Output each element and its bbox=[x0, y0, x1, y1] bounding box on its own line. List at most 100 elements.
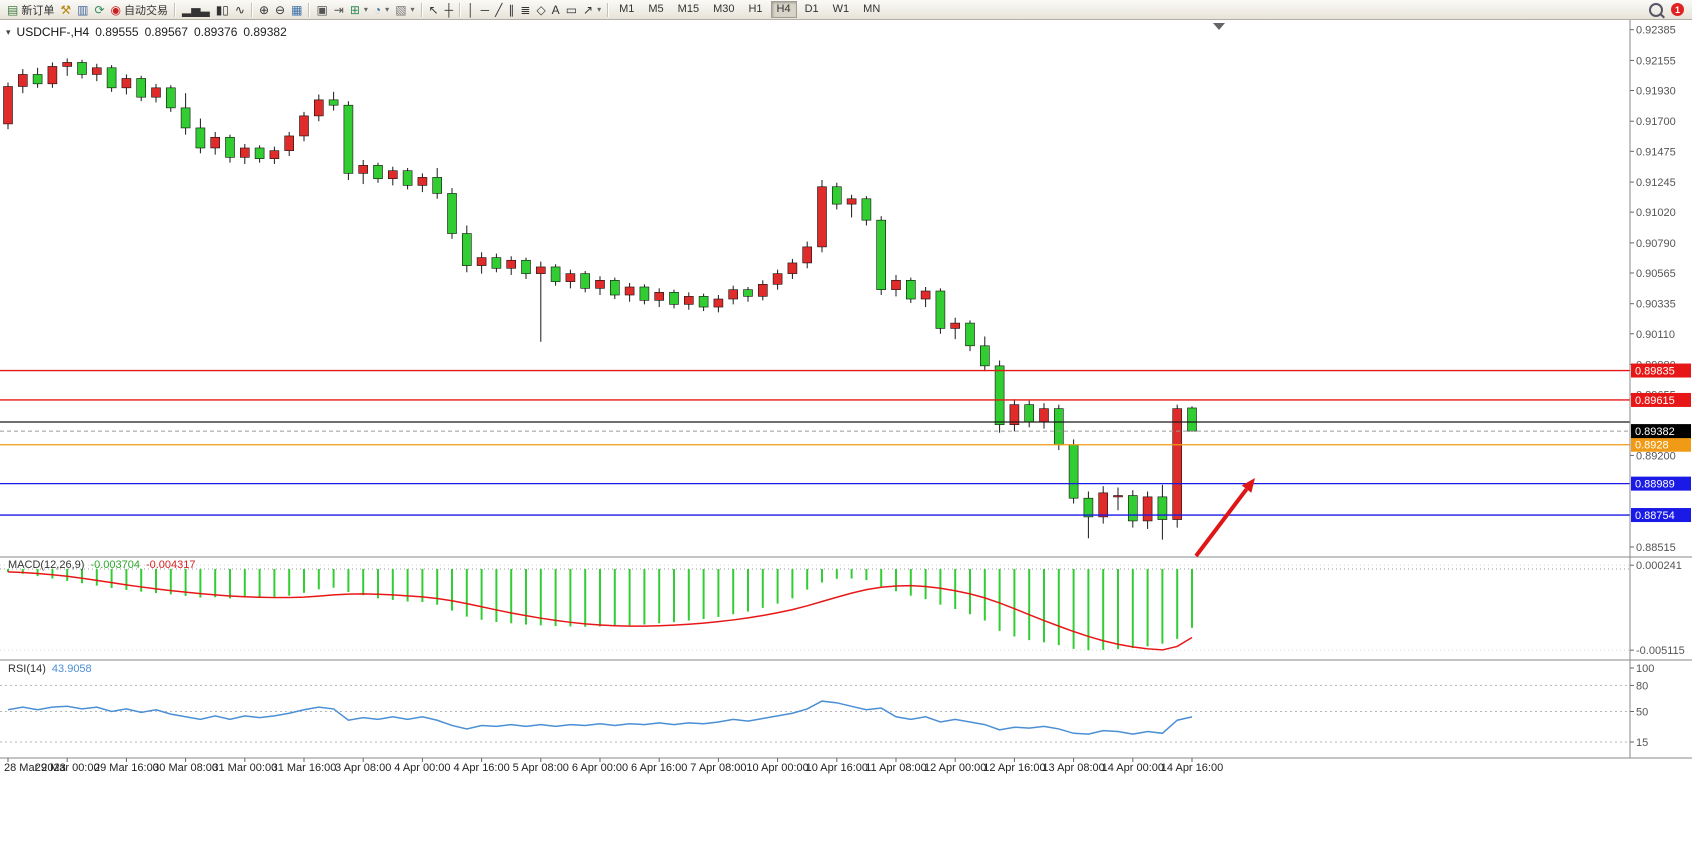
time-axis-label: 30 Mar 08:00 bbox=[153, 762, 218, 774]
new-order-label: 新订单 bbox=[21, 4, 55, 17]
rsi-line bbox=[7, 700, 1193, 735]
dropdown-arrow-icon: ▾ bbox=[385, 5, 390, 14]
timeframe-mn[interactable]: MN bbox=[863, 3, 881, 15]
timeframe-group: M1 M5 M15 M30 H1 H4 D1 W1 MN bbox=[612, 0, 887, 19]
candle-body bbox=[195, 127, 206, 149]
new-order-button[interactable]: ▤ 新订单 bbox=[4, 1, 57, 18]
price-tag: 0.8928 bbox=[1635, 440, 1669, 452]
crosshair-button[interactable]: ┼ bbox=[442, 1, 457, 18]
toolbar-right: 1 bbox=[1649, 2, 1684, 17]
time-axis-label: 7 Apr 08:00 bbox=[690, 762, 746, 774]
candlestick-mode-button[interactable]: ▮▯ bbox=[213, 1, 232, 18]
candle-body bbox=[432, 177, 443, 194]
price-axis[interactable]: 0.92385 0.92155 0.91930 0.91700 0.91475 0.912… bbox=[1630, 25, 1676, 554]
toolbar-separator bbox=[420, 2, 423, 17]
equidistant-channel-button[interactable]: ∥ bbox=[505, 1, 517, 18]
timeframe-h4[interactable]: H4 bbox=[770, 1, 797, 18]
price-axis-label: 0.89200 bbox=[1636, 450, 1676, 462]
rsi-axis-label: 15 bbox=[1636, 737, 1648, 749]
candle-body bbox=[1128, 495, 1138, 522]
zoom-out-button[interactable]: ⊖ bbox=[272, 1, 288, 18]
timeframe-h1[interactable]: H1 bbox=[748, 3, 763, 15]
text-label-button[interactable]: ▭ bbox=[563, 1, 580, 18]
horizontal-line-button[interactable]: ─ bbox=[478, 1, 493, 18]
templates-button[interactable]: ▧ ▾ bbox=[392, 1, 417, 18]
candle-body bbox=[1024, 404, 1034, 423]
fibonacci-button[interactable]: ≣ bbox=[517, 1, 533, 18]
time-axis-label: 6 Apr 16:00 bbox=[631, 762, 687, 774]
close-value: 0.89382 bbox=[243, 25, 287, 39]
price-axis-label: 0.91245 bbox=[1636, 177, 1676, 189]
timeframe-m30[interactable]: M30 bbox=[713, 3, 735, 15]
timeframe-m1[interactable]: M1 bbox=[619, 3, 635, 15]
refresh-button[interactable]: ⟳ bbox=[91, 1, 107, 18]
price-axis-label: 0.88515 bbox=[1636, 542, 1676, 554]
cursor-button[interactable]: ↖ bbox=[426, 1, 442, 18]
vertical-line-icon: │ bbox=[467, 2, 475, 17]
candle-body bbox=[757, 284, 768, 297]
rsi-value: 43.9058 bbox=[51, 663, 92, 675]
timeframe-m5[interactable]: M5 bbox=[648, 3, 664, 15]
auto-trading-button[interactable]: ◉ 自动交易 bbox=[108, 1, 171, 18]
trend-arrow-annotation[interactable] bbox=[1194, 487, 1249, 558]
tile-windows-icon: ▦ bbox=[291, 2, 303, 17]
bar-chart-mode-button[interactable]: ▂▅▃ bbox=[179, 1, 213, 18]
hammer-tool-button[interactable]: ⚒ bbox=[57, 1, 74, 18]
current-price-tag-box bbox=[1631, 424, 1691, 439]
candle-body bbox=[328, 99, 339, 106]
auto-arrange-button[interactable]: ▣ bbox=[313, 1, 330, 18]
equidistant-channel-icon: ∥ bbox=[508, 2, 515, 17]
price-tag-box bbox=[1631, 363, 1691, 378]
candle-body bbox=[743, 289, 753, 297]
candle-body bbox=[950, 322, 961, 329]
dropdown-arrow-icon: ▾ bbox=[597, 5, 602, 14]
indicators-button[interactable]: ⊞ ▾ bbox=[347, 1, 371, 18]
timeframe-w1[interactable]: W1 bbox=[832, 3, 850, 15]
shapes-button[interactable]: ◇ bbox=[533, 1, 548, 18]
zoom-out-icon: ⊖ bbox=[275, 2, 286, 17]
candle-body bbox=[269, 150, 280, 159]
trendline-button[interactable]: ╱ bbox=[492, 1, 505, 18]
candle-body bbox=[447, 193, 457, 234]
search-icon[interactable] bbox=[1649, 2, 1663, 17]
candle-body bbox=[772, 273, 783, 285]
candle-body bbox=[151, 87, 161, 98]
tile-windows-button[interactable]: ▦ bbox=[288, 1, 305, 18]
toolbar-separator bbox=[174, 2, 176, 17]
candle-body bbox=[225, 136, 235, 158]
candle-body bbox=[550, 266, 561, 282]
notification-badge[interactable]: 1 bbox=[1671, 3, 1684, 16]
time-axis-label: 29 Mar 16:00 bbox=[94, 762, 159, 774]
rsi-indicator-label: RSI(14) 43.9058 bbox=[8, 663, 92, 675]
candle-body bbox=[1187, 407, 1197, 432]
chart-shift-marker[interactable] bbox=[1213, 23, 1225, 30]
candle-body bbox=[1039, 408, 1049, 423]
candle-body bbox=[891, 280, 901, 290]
candle-body bbox=[180, 107, 191, 129]
text-button[interactable]: A bbox=[549, 1, 563, 18]
candle-body bbox=[506, 259, 517, 269]
price-axis-label: 0.91020 bbox=[1636, 207, 1676, 219]
toolbar-buttons: ▤ 新订单 ⚒ ▥ ⟳ ◉ 自动交易 ▂▅▃ ▮▯ ∿ ⊕ ⊖ ▦ ▣ ⇥ ⊞ ▾ ◔ ▾ ▧ ▾ ↖ ┼ │ ─ ╱ ∥ ≣ ◇ A ▭ ↗… bbox=[4, 0, 612, 19]
zoom-in-button[interactable]: ⊕ bbox=[256, 1, 272, 18]
candle-body bbox=[461, 233, 472, 266]
dropdown-arrow-icon: ▾ bbox=[410, 5, 415, 14]
chart-shift-button[interactable]: ⇥ bbox=[331, 1, 347, 18]
chart-print-button[interactable]: ▥ bbox=[74, 1, 91, 18]
price-tag: 0.88754 bbox=[1635, 510, 1675, 522]
auto-arrange-icon: ▣ bbox=[316, 2, 328, 17]
rsi-axis-label: 80 bbox=[1636, 680, 1648, 692]
cursor-icon: ↖ bbox=[428, 2, 439, 17]
line-chart-mode-button[interactable]: ∿ bbox=[232, 1, 248, 18]
vertical-line-button[interactable]: │ bbox=[464, 1, 478, 18]
time-axis-label: 29 Mar 00:00 bbox=[35, 762, 100, 774]
candle-body bbox=[831, 186, 842, 205]
timeframe-m15[interactable]: M15 bbox=[677, 3, 700, 15]
candle-body bbox=[713, 298, 724, 308]
arrows-button[interactable]: ↗ ▾ bbox=[580, 1, 604, 18]
periods-button[interactable]: ◔ ▾ bbox=[371, 1, 392, 18]
timeframe-d1[interactable]: D1 bbox=[804, 3, 819, 15]
candle-body bbox=[491, 257, 502, 269]
